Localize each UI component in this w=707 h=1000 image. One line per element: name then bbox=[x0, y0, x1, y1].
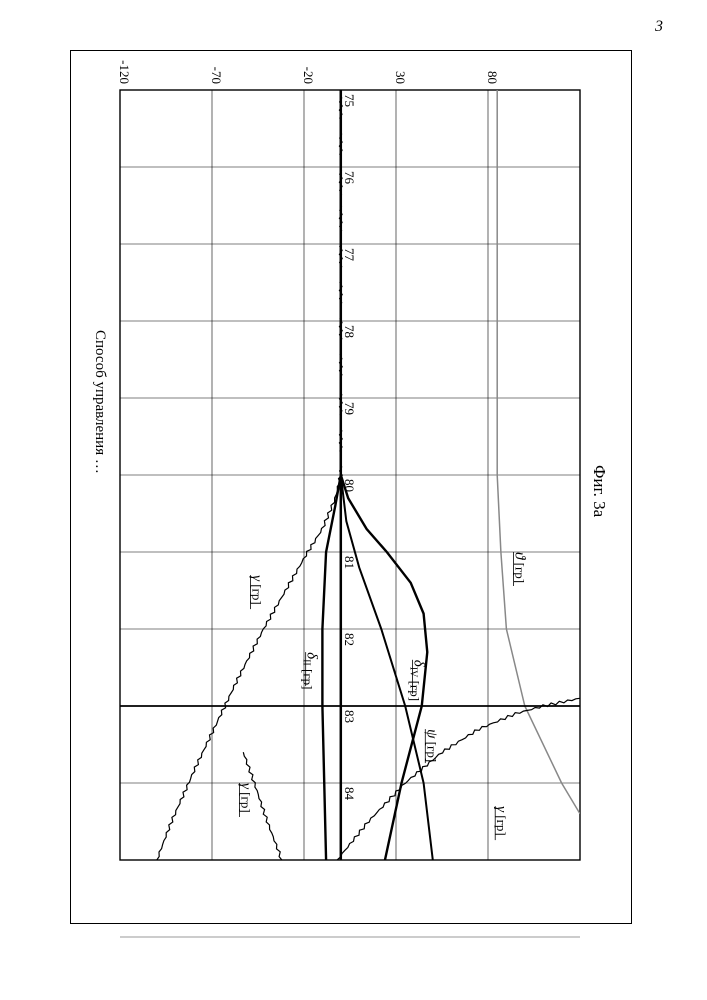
label-gamma_high: γ [гр] bbox=[493, 806, 509, 840]
svg-text:78: 78 bbox=[342, 325, 357, 338]
label-psi: ψ [гр] bbox=[423, 729, 439, 763]
svg-text:δII [гр]: δII [гр] bbox=[301, 652, 320, 689]
svg-text:77: 77 bbox=[342, 248, 357, 262]
series-gamma_high bbox=[337, 698, 580, 860]
page: 3 Способ управления … Фиг. 3а -120-70-20… bbox=[0, 0, 707, 1000]
svg-text:81: 81 bbox=[342, 556, 357, 569]
svg-text:-70: -70 bbox=[209, 67, 224, 84]
svg-text:30: 30 bbox=[393, 71, 408, 84]
svg-text:82: 82 bbox=[342, 633, 357, 646]
svg-text:79: 79 bbox=[342, 402, 357, 415]
svg-text:80: 80 bbox=[485, 71, 500, 84]
svg-text:-120: -120 bbox=[117, 60, 132, 84]
label-gamma_low: γ [гр] bbox=[248, 575, 264, 609]
svg-text:83: 83 bbox=[342, 710, 357, 723]
chart: -120-70-20308075767778798081828384ϑ [гр]… bbox=[0, 0, 707, 1000]
svg-text:84: 84 bbox=[342, 787, 357, 801]
svg-text:76: 76 bbox=[342, 171, 357, 185]
label-delta2: δII [гр] bbox=[301, 652, 320, 689]
label-theta: ϑ [гр] bbox=[512, 552, 528, 586]
svg-text:-20: -20 bbox=[301, 67, 316, 84]
label-gamma_mid: γ [гр] bbox=[237, 783, 253, 817]
svg-text:75: 75 bbox=[342, 94, 357, 107]
